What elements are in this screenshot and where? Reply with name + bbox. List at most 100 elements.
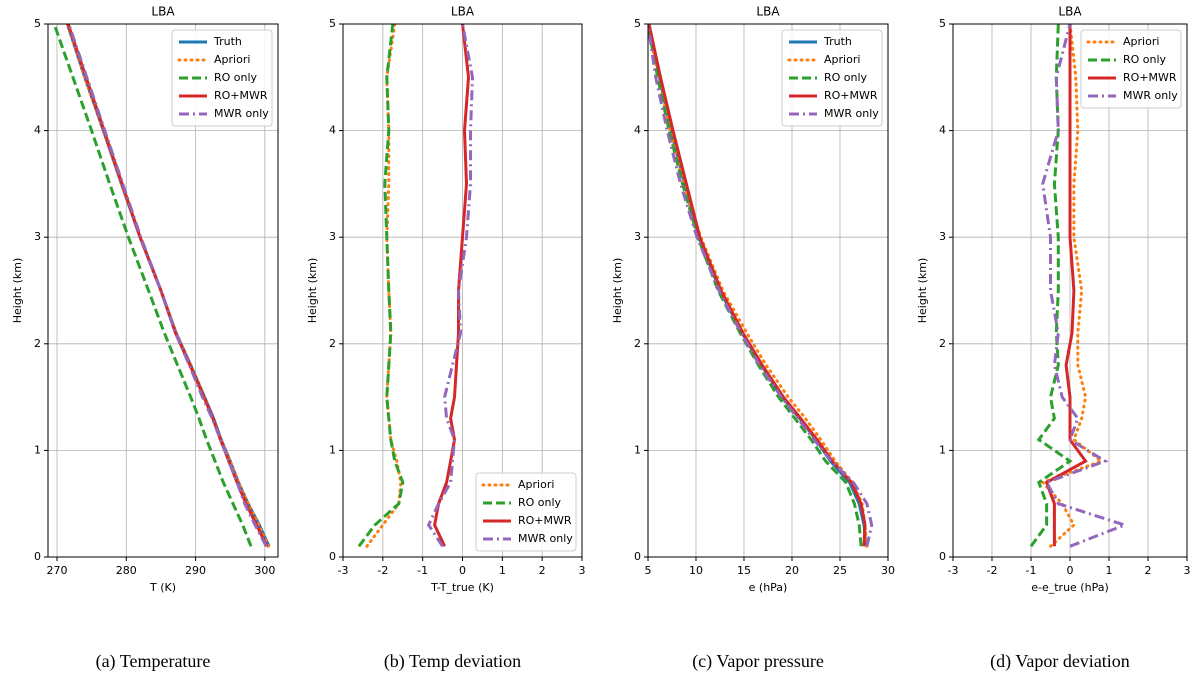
series-line	[1044, 24, 1088, 547]
legend-label: RO only	[1123, 53, 1167, 66]
x-tick-label: 10	[689, 564, 703, 577]
legend-box	[1080, 29, 1182, 109]
panel: -3 -2 -1 0 1 2 3 0 1 2 3 4 5 LBA T-T_true (K) Height (k…	[306, 5, 586, 673]
legend: Truth Apriori RO only RO+MWR MWR only	[171, 29, 273, 127]
x-tick-label: 2	[539, 564, 546, 577]
series-line	[357, 24, 405, 548]
y-tick-label: 4	[34, 124, 41, 137]
y-tick-label: 0	[329, 550, 336, 563]
y-tick-label: 4	[939, 124, 946, 137]
legend-box	[171, 29, 273, 127]
chart-title: LBA	[151, 5, 175, 19]
x-axis-label: e-e_true (hPa)	[1031, 581, 1109, 594]
y-axis-label: Height (km)	[306, 258, 319, 324]
x-tick-label: 1	[499, 564, 506, 577]
plot-frame	[647, 23, 889, 558]
legend-label: Truth	[823, 35, 852, 48]
plot-frame	[952, 23, 1188, 558]
legend-label: RO+MWR	[214, 89, 268, 102]
caption: (d) Vapor deviation	[990, 651, 1130, 672]
y-tick-label: 4	[329, 124, 336, 137]
series-line	[66, 24, 269, 547]
series-line	[365, 24, 403, 548]
x-tick-label: 3	[1184, 564, 1191, 577]
x-tick-label: 20	[785, 564, 799, 577]
x-tick-label: -2	[377, 564, 388, 577]
y-tick-label: 1	[34, 443, 41, 456]
x-axis-label: T-T_true (K)	[430, 581, 494, 594]
legend-label: RO+MWR	[1123, 71, 1177, 84]
y-axis-label: Height (km)	[11, 258, 24, 324]
legend-label: Apriori	[824, 53, 860, 66]
legend-label: RO+MWR	[518, 514, 572, 527]
y-tick-label: 2	[34, 337, 41, 350]
x-tick-label: 25	[833, 564, 847, 577]
legend-label: RO+MWR	[824, 89, 878, 102]
x-tick-label: 270	[47, 564, 68, 577]
y-axis-label: Height (km)	[916, 258, 929, 324]
y-tick-label: 3	[634, 230, 641, 243]
series-line	[648, 24, 863, 547]
panel: 5 10 15 20 25 30 0 1 2 3 4 5 LBA e (hPa) Height (km) (c…	[611, 5, 895, 673]
y-tick-label: 1	[634, 443, 641, 456]
y-tick-label: 3	[939, 230, 946, 243]
caption: (c) Vapor pressure	[692, 651, 824, 672]
y-tick-label: 1	[939, 443, 946, 456]
y-tick-label: 0	[34, 550, 41, 563]
plot-frame	[47, 23, 279, 558]
legend-box	[781, 29, 883, 127]
x-tick-label: 15	[737, 564, 751, 577]
y-tick-label: 2	[939, 337, 946, 350]
series-line	[1029, 24, 1073, 548]
x-tick-label: 0	[1067, 564, 1074, 577]
y-tick-label: 5	[34, 17, 41, 30]
x-tick-label: 3	[579, 564, 586, 577]
chart-title: LBA	[451, 5, 475, 19]
x-tick-label: 5	[645, 564, 652, 577]
series-line	[1041, 24, 1130, 548]
series-line	[648, 24, 867, 547]
x-axis-label: T (K)	[149, 581, 176, 594]
y-axis-label: Height (km)	[611, 258, 624, 324]
x-axis-label: e (hPa)	[749, 581, 788, 594]
x-tick-label: -2	[987, 564, 998, 577]
legend-label: RO only	[518, 496, 562, 509]
legend-label: Apriori	[1123, 35, 1159, 48]
y-tick-label: 3	[329, 230, 336, 243]
legend-label: Apriori	[214, 53, 250, 66]
x-tick-label: 300	[254, 564, 275, 577]
y-tick-label: 0	[634, 550, 641, 563]
series-line	[433, 24, 471, 547]
x-tick-label: -3	[338, 564, 349, 577]
caption: (b) Temp deviation	[384, 651, 521, 672]
legend-label: RO only	[214, 71, 258, 84]
y-tick-label: 5	[634, 17, 641, 30]
caption: (a) Temperature	[96, 651, 211, 672]
y-tick-label: 2	[329, 337, 336, 350]
legend: Apriori RO only RO+MWR MWR only	[1080, 29, 1182, 109]
x-tick-label: 0	[459, 564, 466, 577]
y-tick-label: 5	[329, 17, 336, 30]
panel: 270 280 290 300 0 1 2 3 4 5 LBA T (K) Height (km) (a)…	[11, 5, 279, 672]
legend-label: MWR only	[824, 107, 879, 120]
y-tick-label: 5	[939, 17, 946, 30]
chart-title: LBA	[756, 5, 780, 19]
legend-label: MWR only	[1123, 89, 1178, 102]
panel: -3 -2 -1 0 1 2 3 0 1 2 3 4 5 LBA e-e_true (hPa) Height …	[916, 5, 1191, 673]
x-tick-label: -3	[948, 564, 959, 577]
x-tick-label: 2	[1145, 564, 1152, 577]
legend-label: RO only	[824, 71, 868, 84]
legend: Apriori RO only RO+MWR MWR only	[475, 472, 577, 552]
x-tick-label: 280	[116, 564, 137, 577]
x-tick-label: -1	[417, 564, 428, 577]
y-tick-label: 1	[329, 443, 336, 456]
x-tick-label: 1	[1106, 564, 1113, 577]
legend-label: MWR only	[518, 532, 573, 545]
x-tick-label: -1	[1026, 564, 1037, 577]
series-line	[52, 24, 253, 547]
legend-box	[475, 472, 577, 552]
x-tick-label: 30	[881, 564, 895, 577]
legend: Truth Apriori RO only RO+MWR MWR only	[781, 29, 883, 127]
legend-label: Apriori	[518, 478, 554, 491]
